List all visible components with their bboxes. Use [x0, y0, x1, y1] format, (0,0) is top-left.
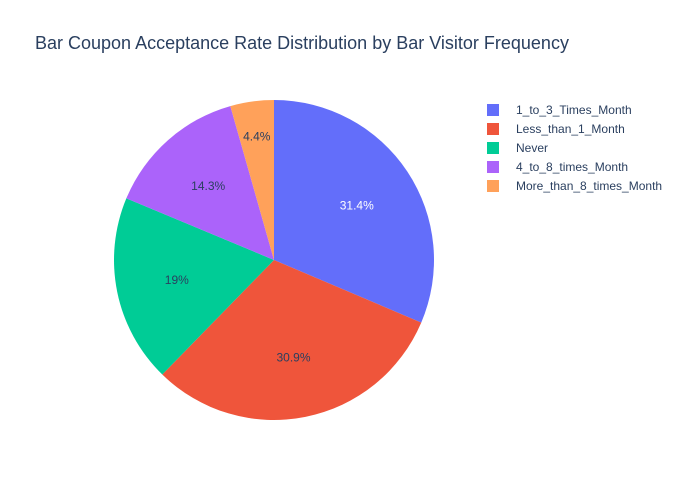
legend-swatch — [487, 103, 499, 116]
legend-item-4-to-8-times-month[interactable]: 4_to_8_times_Month — [487, 157, 662, 176]
legend-swatch — [487, 160, 499, 173]
pie-slice-never[interactable] — [114, 198, 275, 375]
legend-label: 1_to_3_Times_Month — [516, 102, 632, 117]
slice-label-never: 19% — [165, 273, 189, 287]
legend-item-1-to-3-times-month[interactable]: 1_to_3_Times_Month — [487, 100, 662, 119]
legend-label: More_than_8_times_Month — [516, 178, 663, 193]
legend-item-more-than-8-times-month[interactable]: More_than_8_times_Month — [487, 176, 662, 195]
pie-slice-1-to-3-times-month[interactable] — [274, 100, 434, 323]
legend-swatch — [487, 179, 499, 192]
pie-slice-4-to-8-times-month[interactable] — [126, 106, 274, 261]
legend-swatch — [487, 141, 499, 154]
slice-label-less-than-1-month: 30.9% — [276, 350, 310, 364]
pie-slice-more-than-8-times-month[interactable] — [230, 100, 274, 260]
chart-title: Bar Coupon Acceptance Rate Distribution … — [35, 33, 569, 53]
legend-item-less-than-1-month[interactable]: Less_than_1_Month — [487, 119, 662, 138]
slice-label-more-than-8-times-month: 4.4% — [243, 129, 271, 143]
legend: 1_to_3_Times_Month Less_than_1_Month Never… — [487, 100, 662, 195]
pie-slice-less-than-1-month[interactable] — [162, 260, 422, 421]
legend-label: 4_to_8_times_Month — [516, 159, 629, 174]
legend-swatch — [487, 122, 499, 135]
legend-label: Never — [516, 140, 549, 155]
slice-label-1-to-3-times-month: 31.4% — [340, 198, 374, 212]
legend-item-never[interactable]: Never — [487, 138, 662, 157]
legend-label: Less_than_1_Month — [516, 121, 625, 136]
slice-label-4-to-8-times-month: 14.3% — [191, 179, 225, 193]
